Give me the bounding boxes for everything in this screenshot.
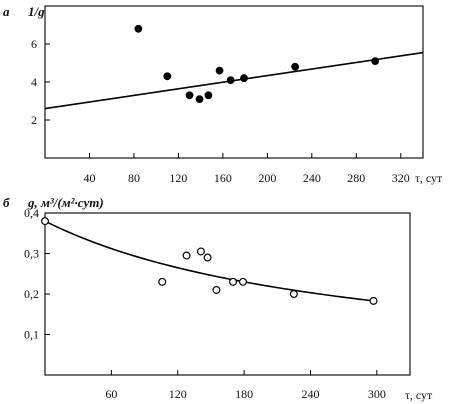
panel-b-plot-frame bbox=[44, 212, 411, 376]
panel-a-y-ticks: 2 4 6 bbox=[31, 37, 50, 127]
panel-b-points bbox=[40, 217, 378, 305]
panel-a-x-ticks: 40 80 120 160 200 240 280 320 bbox=[83, 153, 410, 185]
panel-b-data-point bbox=[229, 277, 238, 286]
panel-b-data-point bbox=[212, 285, 221, 294]
panel-a-y-label: 1/g bbox=[28, 4, 45, 19]
panel-b-data-point bbox=[158, 277, 167, 286]
panel-a-letter: а bbox=[3, 4, 10, 19]
panel-a-y-tick-label: 4 bbox=[31, 75, 37, 89]
panel-b-x-ticks: 60 120 180 240 300 bbox=[105, 370, 386, 401]
panel-b-x-tick-label: 240 bbox=[301, 387, 319, 401]
panel-a-x-tick-label: 320 bbox=[392, 171, 410, 185]
panel-b-data-point bbox=[40, 217, 49, 226]
panel-b-y-tick-label: 0,4 bbox=[24, 206, 39, 220]
panel-b-data-point bbox=[182, 251, 191, 260]
panel-b-y-tick-label: 0,2 bbox=[24, 287, 39, 301]
panel-b-data-point bbox=[196, 247, 205, 256]
panel-a-data-point bbox=[163, 72, 172, 81]
panel-b-data-point bbox=[369, 296, 378, 305]
panel-a-y-tick-label: 6 bbox=[31, 37, 37, 51]
panel-a: а 1/g 40 80 120 160 200 240 280 320 2 4 6 τ, сут bbox=[3, 4, 443, 185]
panel-b-x-label: τ, сут bbox=[405, 388, 433, 402]
panel-b-y-label: g, м³/(м²·сут) bbox=[27, 195, 104, 210]
panel-a-x-label: τ, сут bbox=[415, 171, 443, 185]
panel-b-x-tick-label: 120 bbox=[169, 387, 187, 401]
panel-a-data-point bbox=[371, 57, 380, 65]
panel-b-data-point bbox=[289, 290, 298, 299]
panel-b-data-point bbox=[203, 253, 212, 262]
panel-a-x-tick-label: 40 bbox=[83, 171, 95, 185]
panel-a-data-point bbox=[204, 91, 213, 100]
panel-b-letter: б bbox=[3, 195, 10, 210]
panel-a-x-tick-label: 80 bbox=[128, 171, 140, 185]
panel-b-fit-curve bbox=[44, 220, 374, 302]
panel-a-data-point bbox=[134, 24, 143, 33]
panel-b-y-tick-label: 0,3 bbox=[24, 247, 39, 261]
panel-a-x-tick-label: 120 bbox=[169, 171, 187, 185]
panel-a-data-point bbox=[185, 91, 194, 100]
panel-a-x-tick-label: 160 bbox=[214, 171, 232, 185]
panel-a-x-tick-label: 280 bbox=[347, 171, 365, 185]
panel-a-data-point bbox=[226, 76, 235, 84]
panel-a-data-point bbox=[215, 66, 224, 75]
panel-b-regression-curve bbox=[44, 220, 374, 302]
panel-a-x-tick-label: 240 bbox=[303, 171, 321, 185]
panel-b-y-tick-label: 0,1 bbox=[24, 328, 39, 342]
panel-a-points bbox=[134, 24, 380, 103]
panel-b-x-tick-label: 180 bbox=[235, 387, 253, 401]
panel-a-y-tick-label: 2 bbox=[31, 113, 37, 127]
panel-b-x-tick-label: 300 bbox=[368, 387, 386, 401]
panel-b-y-ticks: 0,1 0,2 0,3 0,4 bbox=[24, 206, 50, 342]
panel-a-data-point bbox=[195, 95, 204, 103]
panel-b-data-point bbox=[238, 277, 247, 286]
panel-b-x-tick-label: 60 bbox=[105, 387, 117, 401]
panel-b: б g, м³/(м²·сут) 60 120 180 240 300 0,10,20,… bbox=[3, 195, 433, 402]
panel-a-x-tick-label: 200 bbox=[258, 171, 276, 185]
panel-a-data-point bbox=[240, 74, 248, 83]
panel-a-data-point bbox=[291, 62, 300, 71]
